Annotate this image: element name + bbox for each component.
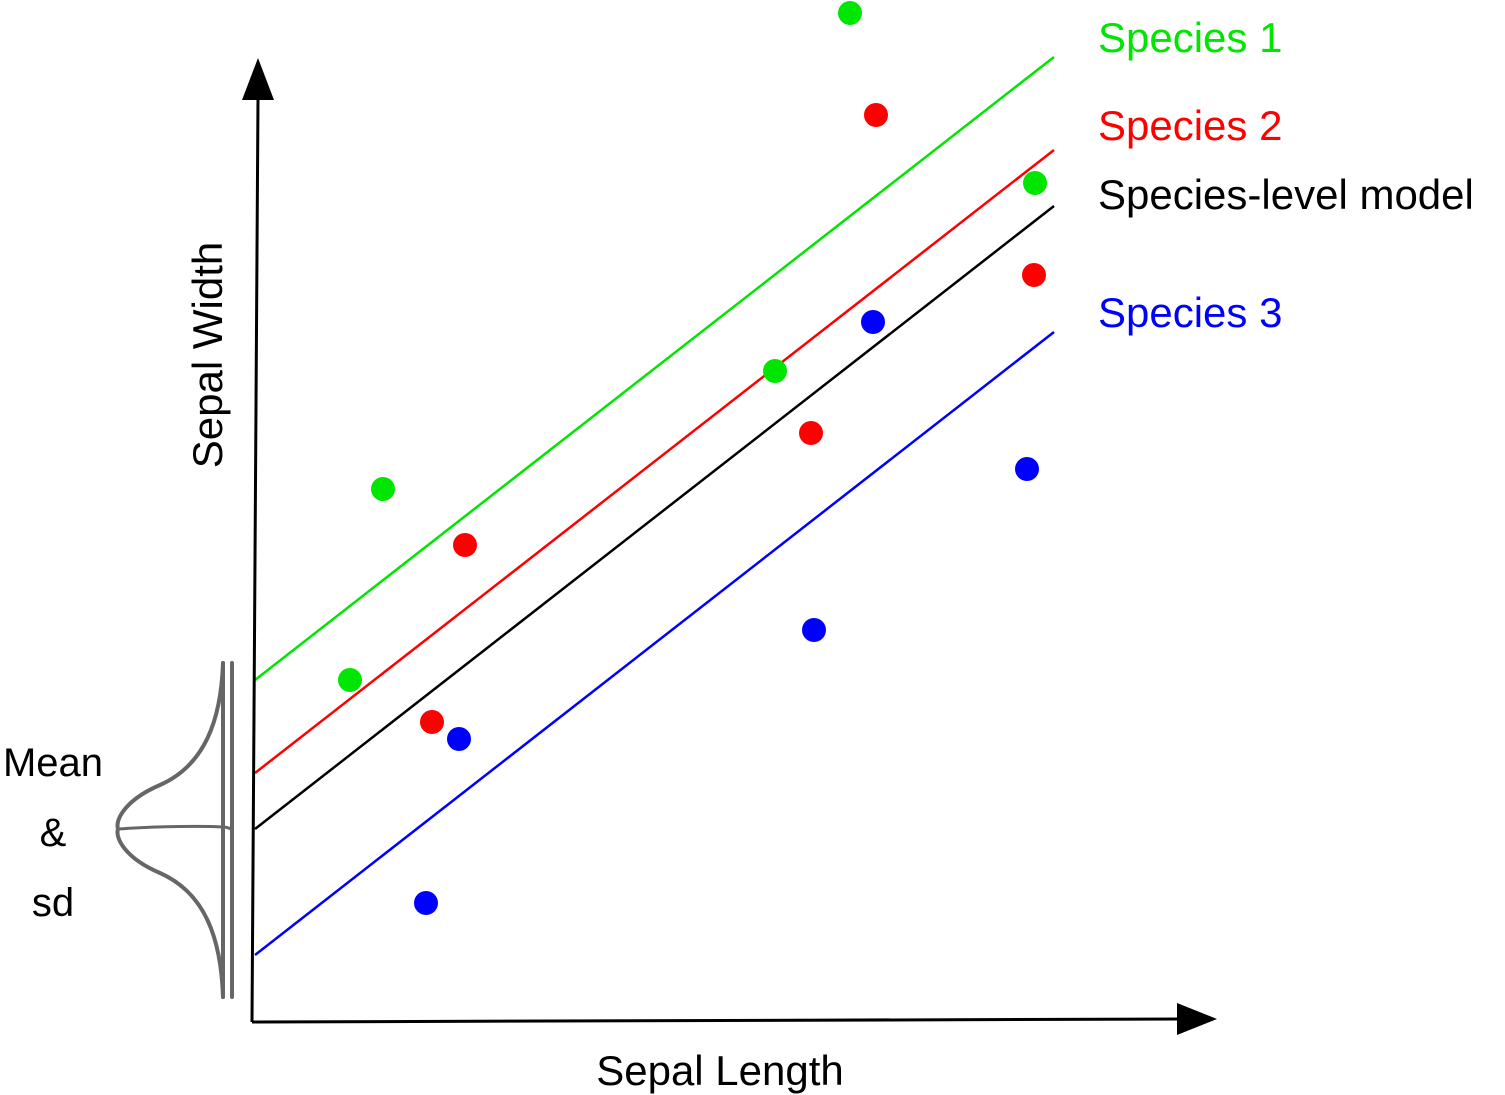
species-1-point: [371, 477, 395, 501]
species-1-point: [838, 1, 862, 25]
legend-species-level-model: Species-level model: [1098, 171, 1474, 218]
x-axis-label: Sepal Length: [596, 1047, 844, 1094]
legend-species-2: Species 2: [1098, 102, 1282, 149]
mean-label: Mean: [3, 741, 103, 785]
species-2-point: [453, 533, 477, 557]
species-1-line: [254, 56, 1055, 681]
species-3-point: [414, 891, 438, 915]
legend-species-3: Species 3: [1098, 289, 1282, 336]
species-2-point: [420, 710, 444, 734]
species-level-model-line: [254, 205, 1055, 830]
species-2-point: [1022, 263, 1046, 287]
species-3-point: [1015, 457, 1039, 481]
y-axis: [250, 97, 260, 1023]
species-3-point: [447, 727, 471, 751]
species-1-point: [763, 359, 787, 383]
ampersand-label: &: [40, 811, 67, 855]
species-1-point: [1023, 171, 1047, 195]
x-axis: [251, 1017, 1181, 1024]
species-3-point: [861, 310, 885, 334]
species-2-point: [864, 103, 888, 127]
x-axis-arrowhead: [1177, 1003, 1217, 1035]
species-2-line: [254, 149, 1055, 774]
species-2-point: [799, 421, 823, 445]
sd-label: sd: [32, 881, 74, 925]
y-axis-arrowhead: [242, 58, 274, 100]
y-axis-label: Sepal Width: [184, 242, 231, 468]
species-3-point: [802, 618, 826, 642]
species-3-line: [254, 331, 1055, 956]
legend-species-1: Species 1: [1098, 14, 1282, 61]
normal-distribution-curve: [115, 661, 234, 999]
species-1-point: [338, 668, 362, 692]
